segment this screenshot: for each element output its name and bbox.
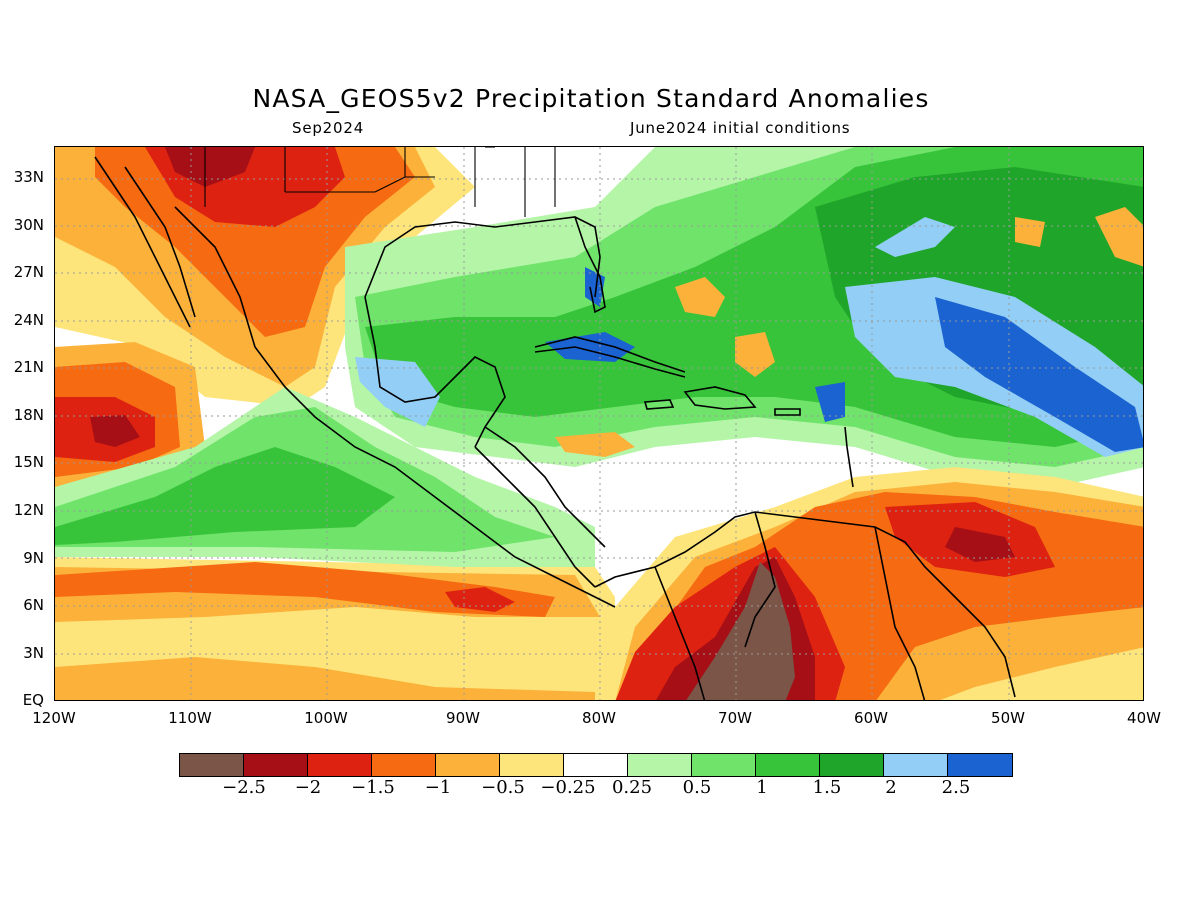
lon-label-120w: 120W [32, 709, 76, 727]
lon-label-110w: 110W [168, 709, 212, 727]
coastlines [94, 156, 1016, 700]
grid-lines [55, 147, 1143, 700]
lat-label-6n: 6N [23, 596, 44, 614]
legend-label-11: 2.5 [941, 777, 971, 798]
legend-label-9: 1.5 [812, 777, 842, 798]
legend-label-0: −2.5 [222, 777, 266, 798]
legend-label-5: −0.25 [540, 777, 596, 798]
lesser-antilles-strong-wet [815, 382, 845, 422]
lat-label-21n: 21N [13, 358, 44, 376]
caribbean-slight-dry-2 [735, 332, 775, 377]
lat-label-3n: 3N [23, 644, 44, 662]
atlantic-slight-dry-1 [1015, 217, 1045, 247]
lat-label-9n: 9N [23, 549, 44, 567]
lon-label-80w: 80W [582, 709, 616, 727]
legend-label-8: 1 [756, 777, 768, 798]
legend-swatch-6 [564, 754, 628, 776]
legend-label-10: 2 [885, 777, 897, 798]
atlantic-slight-dry-2 [1095, 207, 1143, 267]
chart-title: NASA_GEOS5v2 Precipitation Standard Anom… [252, 84, 930, 113]
legend-label-1: −2 [294, 777, 322, 798]
anomaly-map-canvas [55, 147, 1143, 700]
caribbean-slight-dry-3 [555, 432, 635, 457]
initial-conditions-label: June2024 initial conditions [630, 119, 851, 137]
lat-label-33n: 33N [13, 168, 44, 186]
legend-swatch-9 [756, 754, 820, 776]
lon-label-100w: 100W [304, 709, 348, 727]
lat-label-27n: 27N [13, 263, 44, 281]
legend-label-2: −1.5 [351, 777, 395, 798]
north-mexico-very-dry [165, 147, 255, 187]
anomaly-map [54, 146, 1144, 701]
lon-label-60w: 60W [854, 709, 888, 727]
lat-label-18n: 18N [13, 406, 44, 424]
atlantic-strong-wet [935, 297, 1143, 452]
lon-label-90w: 90W [446, 709, 480, 727]
yucatan-very-wet [355, 357, 440, 427]
lat-label-12n: 12N [13, 501, 44, 519]
legend-label-4: −0.5 [481, 777, 525, 798]
nw-atlantic-very-wet [875, 217, 955, 257]
legend-label-7: 0.5 [682, 777, 712, 798]
legend-swatch-12 [948, 754, 1012, 776]
color-legend [179, 753, 1013, 777]
pacific-wet-band-moderate [55, 447, 395, 545]
state-borders [204, 147, 556, 217]
west-pacific-very-dry [90, 415, 140, 447]
lon-label-70w: 70W [718, 709, 752, 727]
caribbean-slight-dry-1 [675, 277, 725, 317]
legend-swatch-0 [180, 754, 244, 776]
lat-label-eq: EQ [22, 691, 44, 709]
legend-swatch-11 [884, 754, 948, 776]
lon-label-40w: 40W [1127, 709, 1161, 727]
lat-label-15n: 15N [13, 453, 44, 471]
lat-label-24n: 24N [13, 311, 44, 329]
pacific-moderate-dry-band [55, 562, 555, 617]
pacific-dry-spot [445, 587, 515, 612]
legend-label-3: −1 [424, 777, 452, 798]
lon-label-50w: 50W [991, 709, 1025, 727]
lat-label-30n: 30N [13, 216, 44, 234]
legend-label-6: 0.25 [611, 777, 653, 798]
legend-swatch-5 [500, 754, 564, 776]
legend-swatch-10 [820, 754, 884, 776]
legend-swatch-8 [692, 754, 756, 776]
target-month-label: Sep2024 [292, 119, 365, 137]
legend-swatch-4 [436, 754, 500, 776]
legend-swatch-1 [244, 754, 308, 776]
legend-swatch-3 [372, 754, 436, 776]
legend-swatch-2 [308, 754, 372, 776]
legend-swatch-7 [628, 754, 692, 776]
